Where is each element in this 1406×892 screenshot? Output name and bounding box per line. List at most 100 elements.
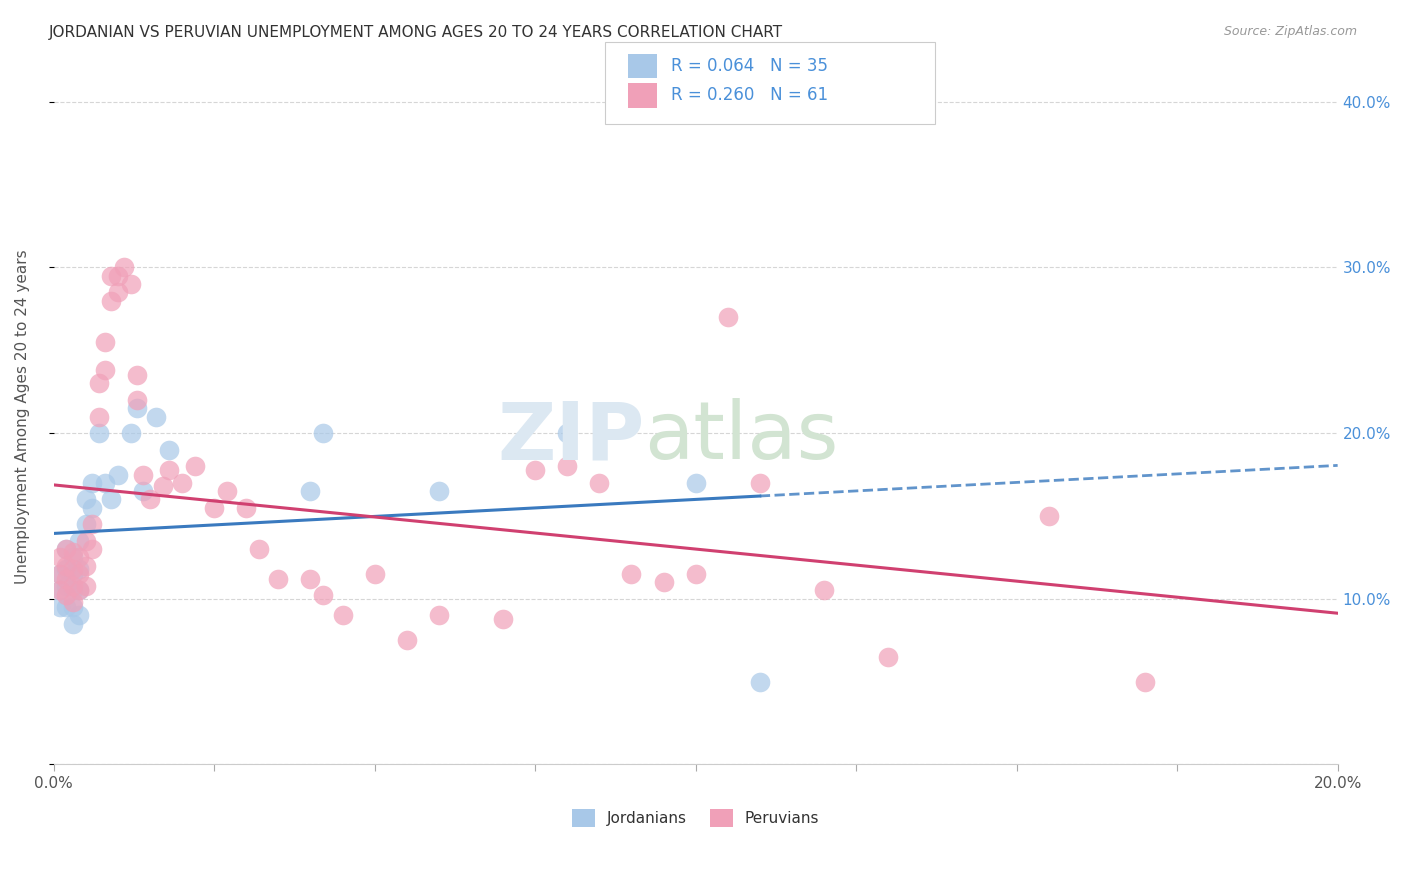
Point bbox=[67, 533, 90, 548]
Point bbox=[49, 550, 72, 565]
Point bbox=[620, 566, 643, 581]
Point bbox=[152, 479, 174, 493]
Point bbox=[112, 260, 135, 275]
Point bbox=[62, 595, 84, 609]
Point bbox=[49, 583, 72, 598]
Point bbox=[299, 572, 322, 586]
Legend: Jordanians, Peruvians: Jordanians, Peruvians bbox=[565, 803, 825, 833]
Point bbox=[132, 467, 155, 482]
Point bbox=[67, 608, 90, 623]
Point bbox=[107, 268, 129, 283]
Point bbox=[94, 475, 117, 490]
Point bbox=[100, 268, 122, 283]
Point bbox=[588, 475, 610, 490]
Point bbox=[717, 310, 740, 324]
Point bbox=[62, 550, 84, 565]
Point bbox=[82, 517, 104, 532]
Point bbox=[170, 475, 193, 490]
Point bbox=[49, 566, 72, 581]
Point bbox=[685, 566, 707, 581]
Point bbox=[82, 542, 104, 557]
Point bbox=[75, 517, 97, 532]
Point bbox=[49, 566, 72, 581]
Point bbox=[125, 368, 148, 382]
Point bbox=[652, 575, 675, 590]
Point bbox=[87, 409, 110, 424]
Point bbox=[107, 467, 129, 482]
Point bbox=[82, 500, 104, 515]
Point bbox=[94, 363, 117, 377]
Point bbox=[67, 583, 90, 598]
Point bbox=[107, 285, 129, 300]
Point bbox=[62, 600, 84, 615]
Point bbox=[125, 392, 148, 407]
Point bbox=[427, 608, 450, 623]
Point bbox=[202, 500, 225, 515]
Point bbox=[1133, 674, 1156, 689]
Point bbox=[299, 484, 322, 499]
Point bbox=[813, 583, 835, 598]
Point bbox=[67, 566, 90, 581]
Point bbox=[62, 616, 84, 631]
Text: R = 0.064   N = 35: R = 0.064 N = 35 bbox=[671, 57, 828, 75]
Point bbox=[524, 462, 547, 476]
Point bbox=[55, 578, 77, 592]
Point bbox=[312, 589, 335, 603]
Point bbox=[1038, 508, 1060, 523]
Point bbox=[62, 583, 84, 598]
Text: R = 0.260   N = 61: R = 0.260 N = 61 bbox=[671, 87, 828, 104]
Point bbox=[235, 500, 257, 515]
Point bbox=[75, 558, 97, 573]
Point bbox=[184, 459, 207, 474]
Point bbox=[395, 633, 418, 648]
Point bbox=[75, 492, 97, 507]
Point bbox=[55, 572, 77, 586]
Point bbox=[62, 545, 84, 559]
Point bbox=[312, 426, 335, 441]
Point bbox=[49, 600, 72, 615]
Point bbox=[157, 442, 180, 457]
Text: ZIP: ZIP bbox=[496, 399, 644, 476]
Point bbox=[94, 334, 117, 349]
Point bbox=[55, 558, 77, 573]
Point bbox=[67, 583, 90, 598]
Point bbox=[55, 600, 77, 615]
Point bbox=[492, 612, 515, 626]
Point bbox=[87, 426, 110, 441]
Point bbox=[62, 578, 84, 592]
Point bbox=[247, 542, 270, 557]
Point bbox=[877, 649, 900, 664]
Point bbox=[555, 459, 578, 474]
Point bbox=[132, 484, 155, 499]
Point bbox=[555, 426, 578, 441]
Y-axis label: Unemployment Among Ages 20 to 24 years: Unemployment Among Ages 20 to 24 years bbox=[15, 249, 30, 584]
Point bbox=[363, 566, 385, 581]
Point bbox=[120, 277, 142, 291]
Point bbox=[87, 376, 110, 391]
Point bbox=[120, 426, 142, 441]
Point bbox=[427, 484, 450, 499]
Text: Source: ZipAtlas.com: Source: ZipAtlas.com bbox=[1223, 25, 1357, 38]
Point bbox=[157, 462, 180, 476]
Point bbox=[55, 589, 77, 603]
Point bbox=[49, 583, 72, 598]
Point bbox=[139, 492, 162, 507]
Point bbox=[100, 492, 122, 507]
Point bbox=[82, 475, 104, 490]
Point bbox=[55, 562, 77, 576]
Point bbox=[748, 674, 770, 689]
Point bbox=[125, 401, 148, 416]
Point bbox=[685, 475, 707, 490]
Point bbox=[62, 562, 84, 576]
Text: JORDANIAN VS PERUVIAN UNEMPLOYMENT AMONG AGES 20 TO 24 YEARS CORRELATION CHART: JORDANIAN VS PERUVIAN UNEMPLOYMENT AMONG… bbox=[49, 25, 783, 40]
Text: atlas: atlas bbox=[644, 399, 838, 476]
Point bbox=[55, 542, 77, 557]
Point bbox=[75, 533, 97, 548]
Point bbox=[55, 542, 77, 557]
Point bbox=[748, 475, 770, 490]
Point bbox=[332, 608, 354, 623]
Point bbox=[67, 550, 90, 565]
Point bbox=[75, 578, 97, 592]
Point bbox=[267, 572, 290, 586]
Point bbox=[145, 409, 167, 424]
